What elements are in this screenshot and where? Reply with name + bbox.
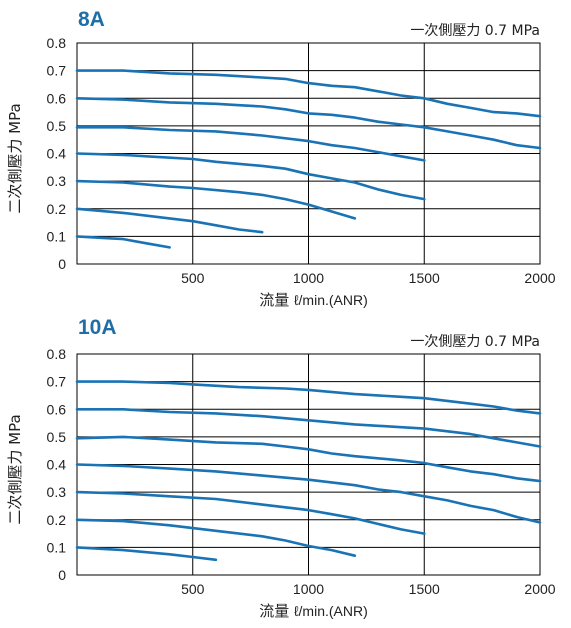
- y-tick-label: 0: [58, 567, 66, 583]
- chart-title: 8A: [78, 8, 105, 31]
- series-line-3: [75, 435, 542, 483]
- y-tick-label: 0.2: [47, 201, 67, 217]
- y-tick-label: 0.8: [47, 346, 67, 362]
- x-axis-label: 流量 ℓ/min.(ANR): [259, 602, 368, 620]
- series-line-2: [75, 408, 542, 448]
- x-tick-label: 2000: [524, 581, 555, 597]
- x-axis-label: 流量 ℓ/min.(ANR): [259, 291, 368, 309]
- series-line-6: [75, 207, 264, 234]
- y-tick-label: 0.5: [47, 118, 67, 134]
- y-tick-label: 0.2: [47, 512, 67, 528]
- y-tick-label: 0.8: [47, 35, 67, 51]
- y-axis-label: 二次側壓力 MPa: [6, 103, 24, 213]
- x-tick-label: 500: [181, 270, 205, 286]
- x-tick-label: 1500: [409, 581, 440, 597]
- y-tick-label: 0.6: [47, 401, 67, 417]
- x-tick-label: 500: [181, 581, 205, 597]
- primary-pressure-annotation: 一次側壓力 0.7 MPa: [410, 334, 540, 350]
- x-tick-label: 1500: [409, 270, 440, 286]
- series-line-3: [75, 126, 426, 162]
- series-line-1: [75, 69, 542, 118]
- y-tick-label: 0.5: [47, 429, 67, 445]
- x-tick-label: 2000: [524, 270, 555, 286]
- series-line-7: [75, 546, 218, 562]
- series-line-5: [75, 179, 357, 220]
- chart-panel-10a: 10A 一次側壓力 0.7 MPa 0 0.1 0.2 0.3 0.4 0.5 0.6 0.7 0.…: [6, 316, 556, 620]
- x-tick-label: 1000: [293, 581, 324, 597]
- series-line-7: [75, 235, 171, 249]
- y-tick-label: 0.7: [47, 374, 67, 390]
- series-line-6: [75, 518, 357, 557]
- y-tick-label: 0.4: [47, 457, 67, 473]
- chart-panel-8a: 8A 一次側壓力 0.7 MPa 0 0.1 0.2 0.3 0.4 0.5 0.6 0.7 0.8…: [6, 8, 556, 309]
- y-tick-label: 0.3: [47, 173, 67, 189]
- series-line-1: [75, 380, 542, 415]
- y-tick-label: 0.4: [47, 146, 67, 162]
- y-tick-label: 0.1: [47, 228, 67, 244]
- chart-title: 10A: [78, 316, 117, 339]
- y-axis-label: 二次側壓力 MPa: [6, 414, 24, 524]
- series-line-4: [75, 152, 426, 201]
- y-tick-label: 0.6: [47, 90, 67, 106]
- y-tick-label: 0.7: [47, 63, 67, 79]
- x-tick-label: 1000: [293, 270, 324, 286]
- series-line-2: [75, 97, 542, 150]
- series-line-4: [75, 463, 542, 524]
- primary-pressure-annotation: 一次側壓力 0.7 MPa: [410, 23, 540, 39]
- y-tick-label: 0.3: [47, 484, 67, 500]
- series-line-5: [75, 490, 426, 535]
- y-tick-label: 0.1: [47, 539, 67, 555]
- y-tick-label: 0: [58, 256, 66, 272]
